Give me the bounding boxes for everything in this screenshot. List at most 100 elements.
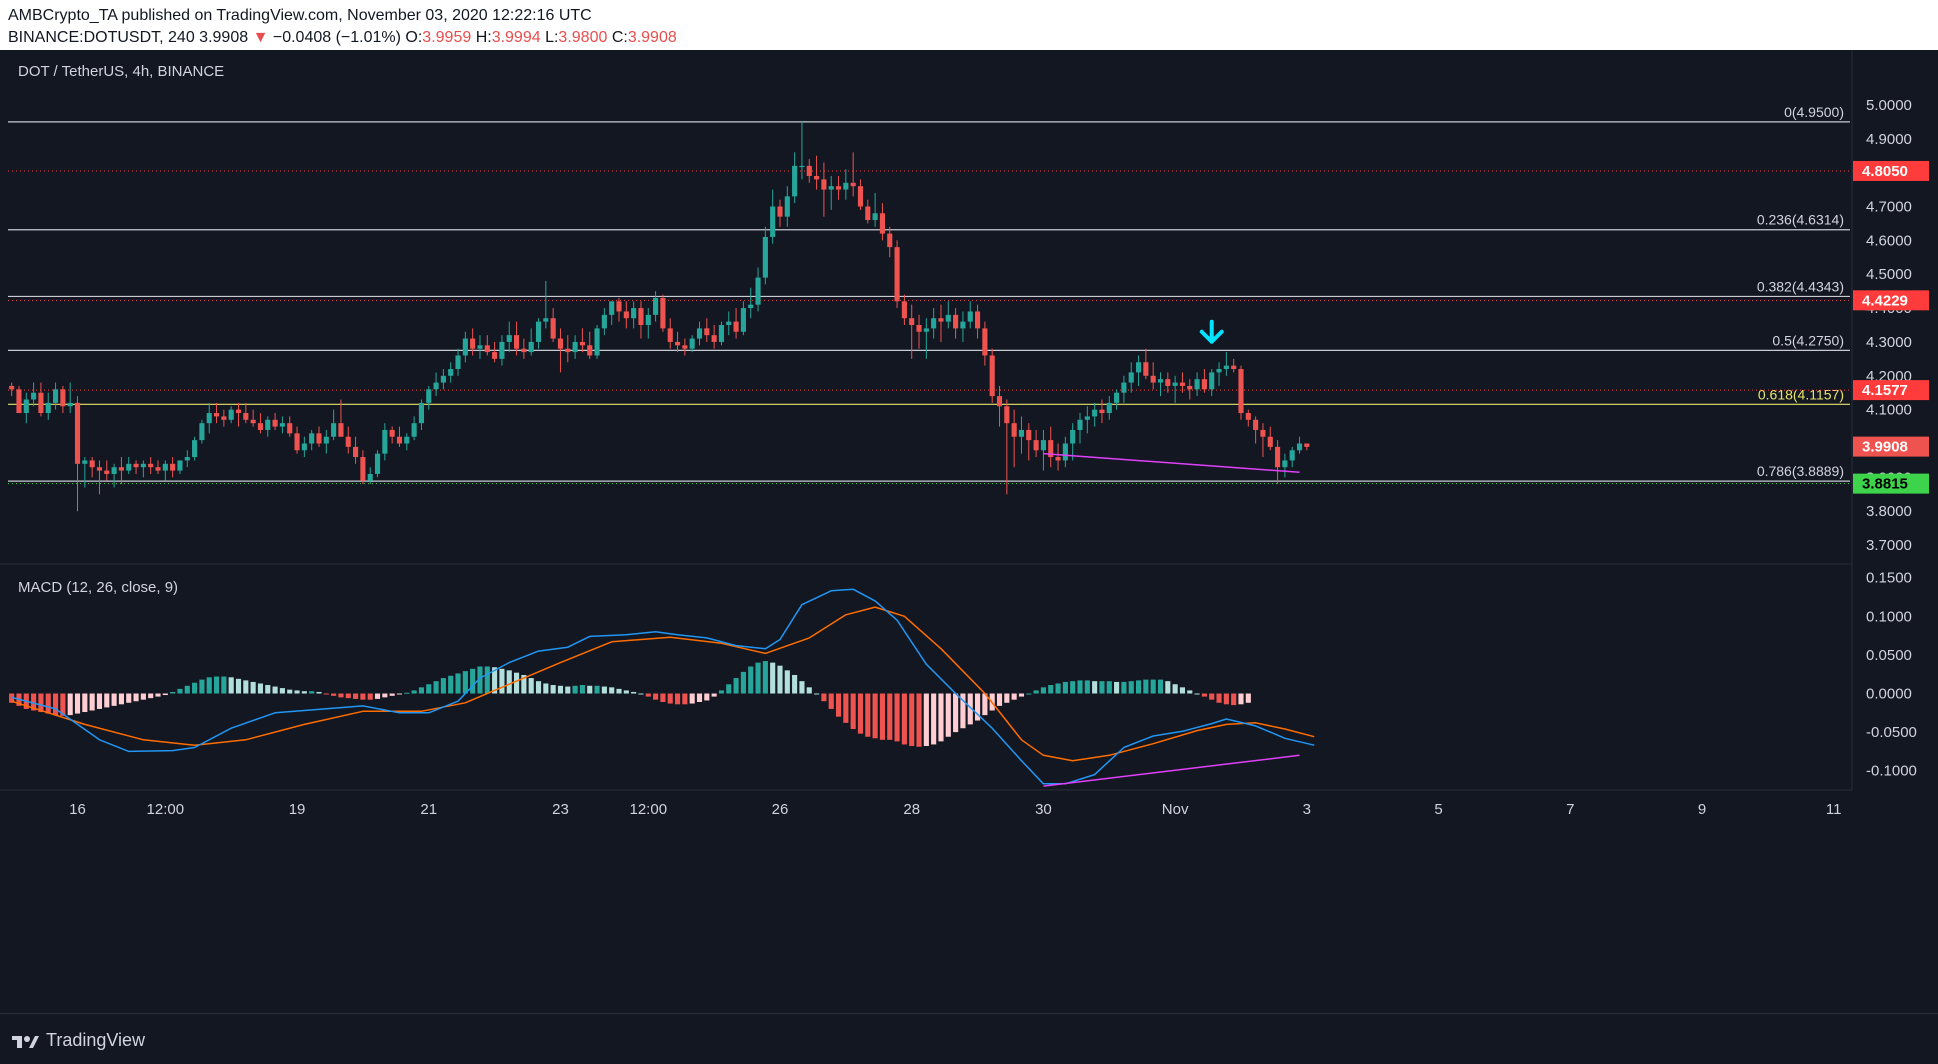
macd-histogram-bar <box>784 670 790 694</box>
tradingview-logo[interactable]: TradingView <box>10 1030 145 1051</box>
candle-body <box>543 318 549 322</box>
candle-body <box>396 436 403 444</box>
candle-body <box>799 165 805 168</box>
candle-body <box>1070 429 1076 444</box>
macd-signal-line <box>11 606 1315 762</box>
candle-body <box>1128 372 1134 383</box>
macd-histogram-bar <box>1106 681 1112 694</box>
macd-histogram-bar <box>367 693 373 700</box>
candle-body <box>374 453 381 474</box>
symbol-label: BINANCE:DOTUSDT, 240 <box>8 29 195 46</box>
macd-histogram-bar <box>828 693 834 709</box>
candle-body <box>1114 392 1120 403</box>
macd-histogram-bar <box>309 691 315 694</box>
time-axis-tick: 7 <box>1566 801 1574 818</box>
candle-body <box>865 206 871 221</box>
price-tag <box>1853 380 1929 401</box>
macd-histogram-bar <box>96 693 103 709</box>
candle-body <box>982 328 988 356</box>
macd-histogram-bar <box>140 693 146 700</box>
chart-canvas[interactable]: DOT / TetherUS, 4h, BINANCE 5.0000 4.9000 4… <box>0 50 1938 1013</box>
macd-histogram-bar <box>206 677 212 694</box>
candle-body <box>455 355 461 370</box>
price-tag-label: 4.1577 <box>1862 382 1908 399</box>
time-axis-tick: 12:00 <box>147 801 185 818</box>
time-axis-tick: 9 <box>1698 801 1706 818</box>
candle-body <box>506 335 512 342</box>
candle-body <box>1062 443 1068 461</box>
macd-histogram-bar <box>550 685 556 694</box>
price-axis-tick: 4.6000 <box>1866 232 1912 249</box>
candle-body <box>235 409 242 414</box>
candle-body <box>323 436 329 444</box>
candle-body <box>638 308 644 325</box>
down-arrow-marker-icon <box>1199 319 1224 344</box>
candle-body <box>1209 372 1215 390</box>
candle-body <box>777 206 783 217</box>
candle-body <box>1304 443 1310 447</box>
tradingview-logo-icon <box>12 1035 39 1048</box>
macd-histogram-bar <box>638 693 644 695</box>
candle-body <box>528 341 534 353</box>
macd-histogram-bar <box>506 670 512 694</box>
macd-histogram-bar <box>1231 693 1237 706</box>
candle-body <box>45 402 51 414</box>
macd-histogram-bar <box>323 693 329 695</box>
candle-body <box>938 318 944 322</box>
candle-body <box>250 419 256 424</box>
candle-body <box>1106 402 1112 414</box>
candle-body <box>850 182 856 187</box>
macd-histogram-bar <box>594 685 600 694</box>
candle-body <box>616 301 622 312</box>
candle-body <box>316 433 322 444</box>
candle-body <box>1296 443 1303 451</box>
candle-body <box>31 392 37 400</box>
macd-histogram-bar <box>1077 680 1083 694</box>
candle-body <box>477 345 483 349</box>
macd-histogram-bar <box>711 693 717 697</box>
candle-body <box>440 375 446 383</box>
macd-histogram-bar <box>1201 693 1207 697</box>
symbol-quote-line: BINANCE:DOTUSDT, 240 3.9908 ▼ −0.0408 (−… <box>8 29 677 47</box>
candle-body <box>294 433 300 451</box>
candle-body <box>192 440 198 458</box>
down-arrow-icon: ▼ <box>252 29 269 46</box>
price-axis-tick: 4.1000 <box>1866 402 1912 419</box>
macd-histogram-bar <box>74 693 81 714</box>
candle-body <box>1231 365 1237 370</box>
candle-body <box>96 467 103 471</box>
macd-histogram-bar <box>901 693 907 745</box>
candle-body <box>367 473 373 481</box>
macd-histogram-bar <box>1062 681 1068 694</box>
candle-body <box>411 423 417 437</box>
candle-body <box>1121 382 1127 393</box>
candle-body <box>1289 450 1295 461</box>
macd-pane-title: MACD (12, 26, close, 9) <box>18 579 178 596</box>
macd-histogram-bar <box>1018 693 1025 697</box>
candle-body <box>345 436 351 447</box>
price-tag <box>1853 473 1929 494</box>
macd-histogram-bar <box>111 693 117 706</box>
macd-histogram-bar <box>1135 680 1142 694</box>
macd-histogram-bar <box>1245 693 1251 703</box>
candle-body <box>433 382 439 390</box>
candle-body <box>111 467 117 474</box>
candle-body <box>499 341 505 359</box>
macd-histogram-bar <box>45 693 51 714</box>
candle-body <box>9 385 15 390</box>
macd-histogram-bar <box>353 693 359 699</box>
price-axis-tick: 4.9000 <box>1866 131 1912 148</box>
price-tag-label: 4.8050 <box>1862 163 1908 180</box>
macd-histogram-bar <box>345 693 351 699</box>
candle-body <box>689 338 695 349</box>
candle-body <box>872 213 878 221</box>
candle-body <box>331 423 337 437</box>
candle-body <box>199 423 205 441</box>
candle-body <box>221 416 227 420</box>
macd-histogram-bar <box>213 676 220 694</box>
macd-histogram-bar <box>521 674 527 694</box>
macd-histogram-bar <box>762 661 768 694</box>
macd-histogram-bar <box>1223 693 1229 705</box>
candle-body <box>594 328 600 356</box>
high-value: 3.9994 <box>491 29 541 46</box>
